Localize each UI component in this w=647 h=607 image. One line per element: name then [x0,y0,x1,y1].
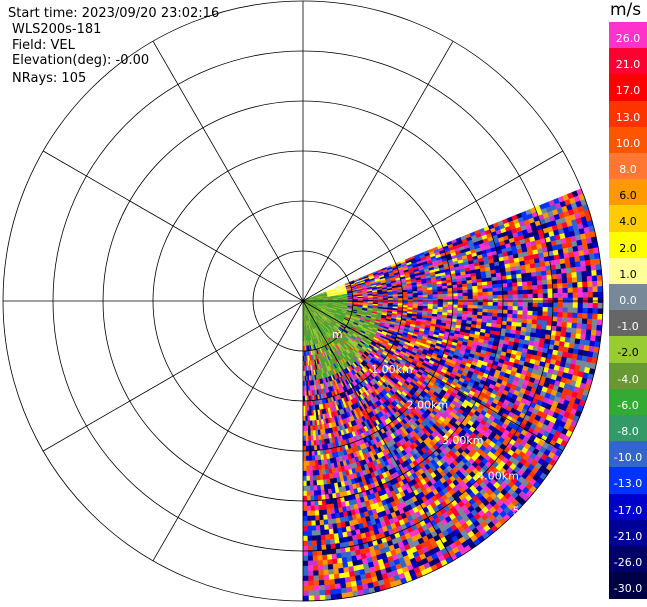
colorbar-tick-label: 13.0 [609,111,647,124]
colorbar-tick-label: 8.0 [609,163,647,176]
colorbar-tick-label: -21.0 [609,530,647,543]
colorbar-tick-label: 0.0 [609,294,647,307]
colorbar-tick-label: 26.0 [609,32,647,45]
colorbar-swatch [609,284,647,312]
azimuth-spoke [42,150,304,302]
colorbar-swatch [609,48,647,76]
colorbar-swatch [609,336,647,364]
colorbar-swatch [609,572,647,600]
colorbar-tick-label: 21.0 [609,58,647,71]
colorbar-swatch [609,205,647,233]
colorbar-swatch [609,362,647,390]
colorbar-tick-label: 10.0 [609,137,647,150]
colorbar-swatch [609,493,647,521]
colorbar-tick-label: 1.0 [609,268,647,281]
colorbar-swatch [609,179,647,207]
colorbar-swatch [609,126,647,154]
colorbar-swatch [609,257,647,285]
colorbar-swatch [609,22,647,50]
colorbar-unit: m/s [610,0,641,20]
azimuth-spoke [152,300,304,562]
azimuth-spoke [302,300,454,562]
range-label: 2.00km [407,399,449,412]
colorbar-tick-label: 2.0 [609,242,647,255]
colorbar-tick-label: -26.0 [609,556,647,569]
colorbar-tick-label: -6.0 [609,399,647,412]
azimuth-spoke [42,300,304,452]
polar-grid: m 1.00km 2.00km 3.00km 4.00km 5.00km [2,0,604,602]
azimuth-spoke [302,300,564,452]
colorbar-tick-label: 17.0 [609,84,647,97]
colorbar-tick-label: -13.0 [609,477,647,490]
colorbar-tick-label: -4.0 [609,373,647,386]
start-time-text: Start time: 2023/09/20 23:02:16 [8,6,219,21]
range-label: 5.00km [513,505,555,518]
colorbar-tick-label: 4.0 [609,215,647,228]
range-label: 1.00km [371,363,413,376]
azimuth-spoke [152,40,304,302]
range-label: 3.00km [442,434,484,447]
colorbar-swatch [609,519,647,547]
colorbar-tick-label: -1.0 [609,320,647,333]
azimuth-spoke [302,150,564,302]
instrument-text: WLS200s-181 [12,22,101,37]
colorbar-swatch [609,546,647,574]
colorbar-swatch [609,153,647,181]
colorbar-swatch [609,415,647,443]
colorbar-tick-label: -8.0 [609,425,647,438]
azimuth-spoke [302,40,454,302]
colorbar-tick-label: -17.0 [609,504,647,517]
elevation-text: Elevation(deg): -0.00 [12,53,149,68]
velocity-field [302,188,604,602]
colorbar-swatch [609,310,647,338]
field-text: Field: VEL [12,38,75,53]
colorbar-tick-label: -10.0 [609,451,647,464]
colorbar-tick-label: 6.0 [609,189,647,202]
colorbar-swatch [609,441,647,469]
colorbar-swatch [609,100,647,128]
colorbar-swatch [609,74,647,102]
colorbar-tick-label: -2.0 [609,346,647,359]
colorbar-swatch [609,231,647,259]
colorbar-swatch [609,388,647,416]
colorbar-swatch [609,467,647,495]
range-label: m [332,328,343,341]
nrays-text: NRays: 105 [12,71,86,86]
colorbar-tick-label: -30.0 [609,582,647,595]
range-label: 4.00km [477,469,519,482]
